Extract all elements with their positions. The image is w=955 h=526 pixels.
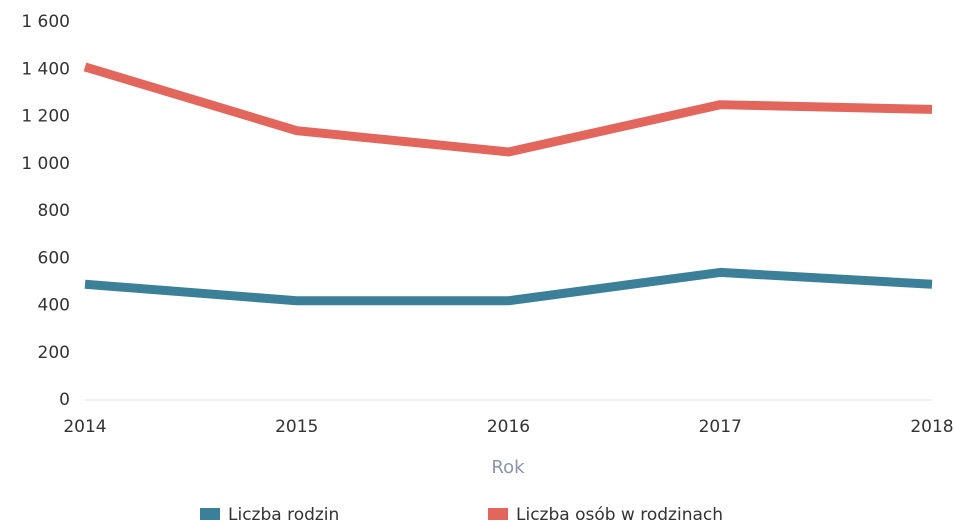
- x-tick-label: 2016: [487, 417, 530, 437]
- y-tick-label: 1 400: [21, 59, 70, 79]
- x-axis-label: Rok: [491, 457, 525, 478]
- y-tick-label: 1 200: [21, 107, 70, 127]
- x-tick-label: 2015: [275, 417, 318, 437]
- line: [83, 62, 933, 157]
- legend-swatch: [200, 508, 220, 520]
- x-tick-label: 2018: [910, 417, 953, 437]
- y-tick-label: 0: [59, 390, 70, 410]
- y-tick-label: 1 000: [21, 154, 70, 174]
- y-tick-label: 1 600: [21, 12, 70, 32]
- y-tick-label: 800: [38, 201, 70, 221]
- legend-swatch: [488, 508, 508, 520]
- legend-label: Liczba osób w rodzinach: [516, 505, 723, 525]
- y-tick-label: 200: [38, 343, 70, 363]
- x-tick-label: 2014: [63, 417, 106, 437]
- line: [84, 267, 933, 306]
- y-tick-label: 600: [38, 248, 70, 268]
- legend-label: Liczba rodzin: [228, 505, 339, 525]
- x-tick-label: 2017: [699, 417, 742, 437]
- y-tick-label: 400: [38, 296, 70, 316]
